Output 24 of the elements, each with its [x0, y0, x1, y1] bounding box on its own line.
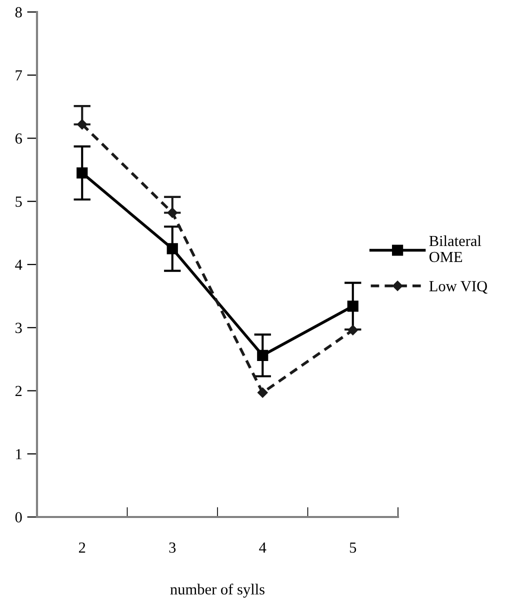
y-tick-label: 2 — [15, 386, 22, 396]
y-tick-label: 0 — [15, 512, 22, 522]
point — [257, 350, 268, 361]
legend-label: Low VIQ — [429, 281, 488, 294]
x-tick-label: 5 — [350, 542, 356, 553]
y-tick-label: 1 — [16, 449, 22, 460]
point — [347, 300, 358, 312]
y-tick-label: 7 — [16, 70, 22, 80]
x-tick-label: 4 — [259, 542, 266, 553]
point — [348, 325, 358, 336]
y-tick-label: 8 — [15, 7, 22, 18]
point — [258, 388, 268, 398]
y-tick-label: 5 — [16, 196, 22, 207]
legend-label: Bilateral OME — [429, 235, 482, 262]
y-tick-label: 6 — [15, 133, 22, 144]
point — [166, 243, 178, 254]
x-tick-label: 2 — [78, 542, 86, 553]
x-tick-label: 3 — [169, 542, 176, 553]
y-tick-label: 4 — [15, 260, 22, 270]
point — [77, 119, 88, 130]
point — [76, 167, 88, 179]
point — [167, 208, 178, 218]
x-axis-title: number of sylls — [170, 584, 264, 598]
y-tick-label: 3 — [16, 322, 22, 334]
